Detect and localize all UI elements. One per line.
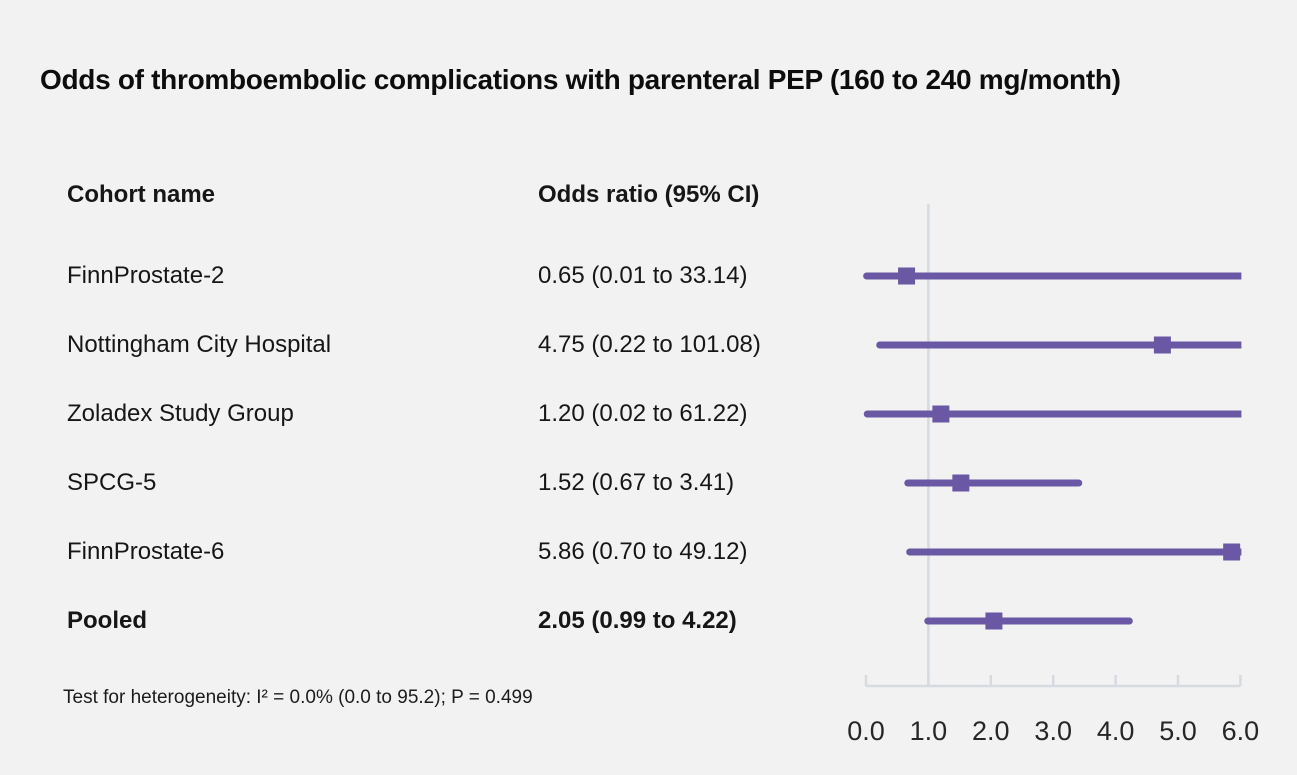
x-tick-label: 3.0 (1034, 716, 1072, 746)
row-label: Nottingham City Hospital (67, 331, 332, 358)
row-or-value: 4.75 (0.22 to 101.08) (538, 331, 761, 358)
row-or-value: 5.86 (0.70 to 49.12) (538, 538, 748, 565)
x-tick-label: 4.0 (1097, 716, 1135, 746)
table-row-pooled: Pooled 2.05 (0.99 to 4.22) (67, 604, 737, 638)
table-row: Zoladex Study Group 1.20 (0.02 to 61.22) (67, 397, 747, 431)
row-label: Zoladex Study Group (67, 400, 294, 427)
or-marker (932, 405, 950, 423)
table-header-row: Cohort name Odds ratio (95% CI) (67, 178, 759, 212)
x-tick-label: 6.0 (1222, 716, 1260, 746)
or-marker (952, 474, 970, 492)
table-row: FinnProstate-6 5.86 (0.70 to 49.12) (67, 535, 747, 569)
row-or-value: 0.65 (0.01 to 33.14) (538, 262, 748, 289)
x-tick-label: 5.0 (1159, 716, 1197, 746)
row-label: FinnProstate-6 (67, 538, 225, 565)
row-label: SPCG-5 (67, 469, 157, 496)
or-marker (1153, 336, 1171, 354)
chart-title: Odds of thromboembolic complications wit… (40, 64, 1121, 95)
x-tick-label: 1.0 (910, 716, 948, 746)
or-marker (898, 267, 916, 285)
row-label: FinnProstate-2 (67, 262, 225, 289)
column-header-cohort-name: Cohort name (67, 181, 216, 208)
row-or-value: 2.05 (0.99 to 4.22) (538, 607, 737, 634)
table-row: SPCG-5 1.52 (0.67 to 3.41) (67, 466, 734, 500)
table-row: Nottingham City Hospital 4.75 (0.22 to 1… (67, 328, 761, 362)
x-tick-label: 0.0 (847, 716, 885, 746)
or-marker (985, 612, 1003, 630)
or-marker (1223, 543, 1241, 561)
heterogeneity-footnote: Test for heterogeneity: I² = 0.0% (0.0 t… (63, 687, 533, 708)
row-or-value: 1.20 (0.02 to 61.22) (538, 400, 748, 427)
row-or-value: 1.52 (0.67 to 3.41) (538, 469, 735, 496)
column-header-odds-ratio: Odds ratio (95% CI) (538, 181, 760, 208)
x-tick-label: 2.0 (972, 716, 1010, 746)
row-label: Pooled (67, 607, 148, 634)
table-row: FinnProstate-2 0.65 (0.01 to 33.14) (67, 259, 747, 293)
